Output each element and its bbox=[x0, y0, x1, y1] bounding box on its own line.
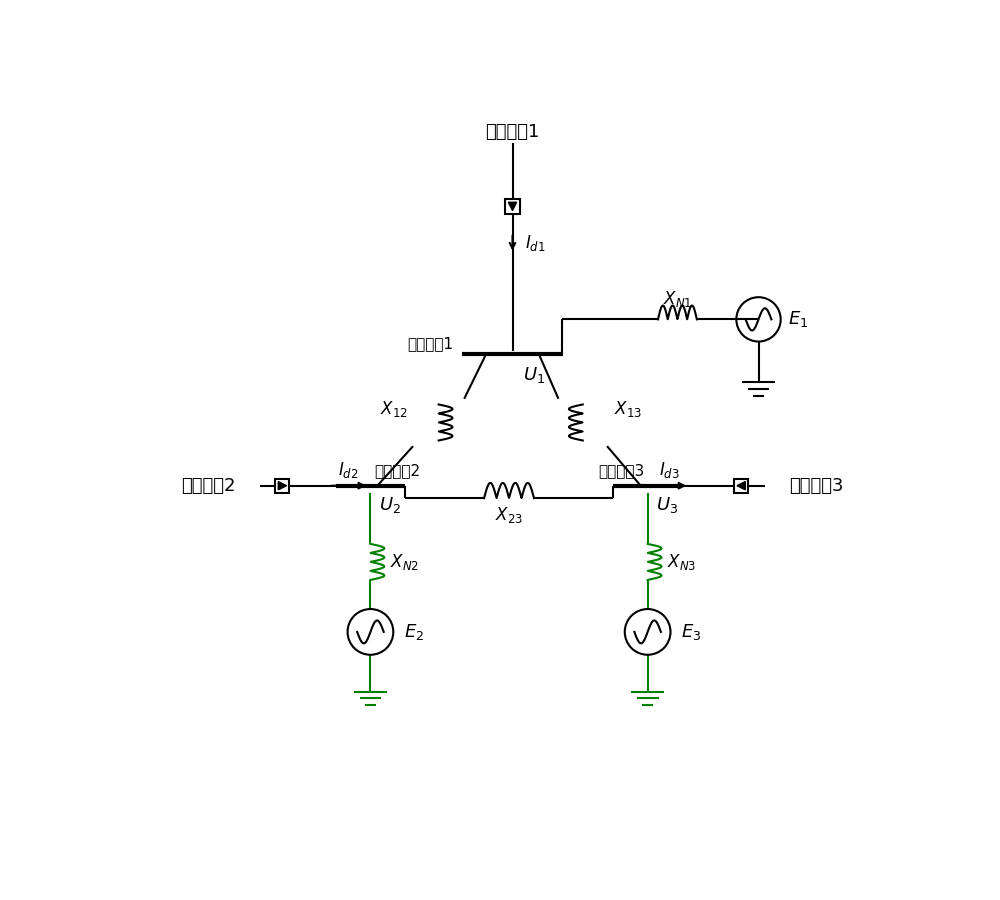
Bar bbox=[275, 479, 289, 492]
Text: $U_2$: $U_2$ bbox=[379, 495, 401, 515]
Text: $X_{N3}$: $X_{N3}$ bbox=[667, 552, 696, 572]
Text: 换流母线2: 换流母线2 bbox=[374, 463, 420, 478]
Polygon shape bbox=[278, 482, 287, 490]
Text: $E_1$: $E_1$ bbox=[788, 310, 808, 329]
Text: $X_{N2}$: $X_{N2}$ bbox=[390, 552, 419, 572]
Text: $X_{13}$: $X_{13}$ bbox=[614, 399, 642, 418]
Text: $I_{d1}$: $I_{d1}$ bbox=[525, 233, 546, 253]
Text: $X_{N1}$: $X_{N1}$ bbox=[663, 289, 692, 309]
Text: $E_2$: $E_2$ bbox=[404, 622, 424, 642]
Text: 换流母线1: 换流母线1 bbox=[407, 336, 454, 351]
Text: $U_1$: $U_1$ bbox=[523, 364, 545, 385]
Polygon shape bbox=[508, 202, 517, 211]
Text: 换流母线3: 换流母线3 bbox=[598, 463, 644, 478]
Text: 直流系统2: 直流系统2 bbox=[181, 477, 236, 495]
Text: $X_{12}$: $X_{12}$ bbox=[380, 399, 407, 418]
Bar bbox=[734, 479, 748, 492]
Text: $I_{d2}$: $I_{d2}$ bbox=[338, 461, 359, 481]
Text: 直流系统3: 直流系统3 bbox=[789, 477, 844, 495]
Text: $U_3$: $U_3$ bbox=[656, 495, 678, 515]
Text: $E_3$: $E_3$ bbox=[681, 622, 701, 642]
Bar bbox=[505, 199, 520, 214]
Text: 直流系统1: 直流系统1 bbox=[485, 123, 540, 141]
Text: $I_{d3}$: $I_{d3}$ bbox=[659, 461, 680, 481]
Text: $X_{23}$: $X_{23}$ bbox=[495, 506, 523, 526]
Polygon shape bbox=[737, 482, 745, 490]
